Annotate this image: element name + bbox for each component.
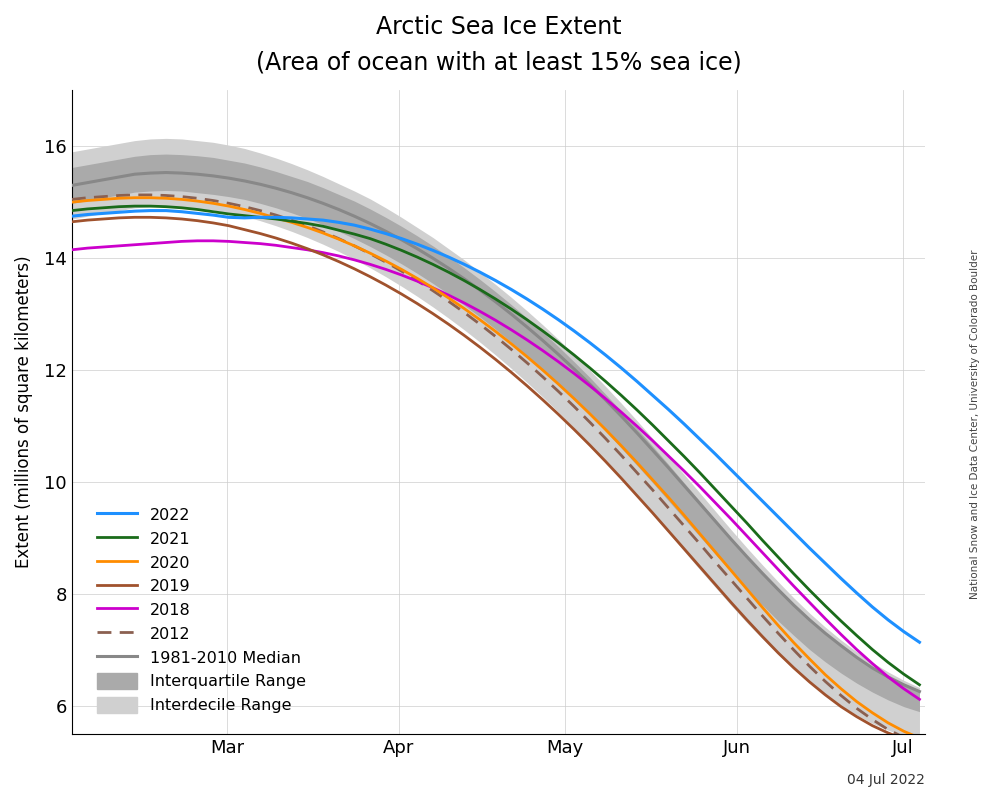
Legend: 2022, 2021, 2020, 2019, 2018, 2012, 1981-2010 Median, Interquartile Range, Inter: 2022, 2021, 2020, 2019, 2018, 2012, 1981… [97,506,306,713]
Y-axis label: Extent (millions of square kilometers): Extent (millions of square kilometers) [15,256,33,569]
Title: Arctic Sea Ice Extent
(Area of ocean with at least 15% sea ice): Arctic Sea Ice Extent (Area of ocean wit… [256,15,741,74]
Text: National Snow and Ice Data Center, University of Colorado Boulder: National Snow and Ice Data Center, Unive… [970,250,980,598]
Text: 04 Jul 2022: 04 Jul 2022 [847,773,925,786]
